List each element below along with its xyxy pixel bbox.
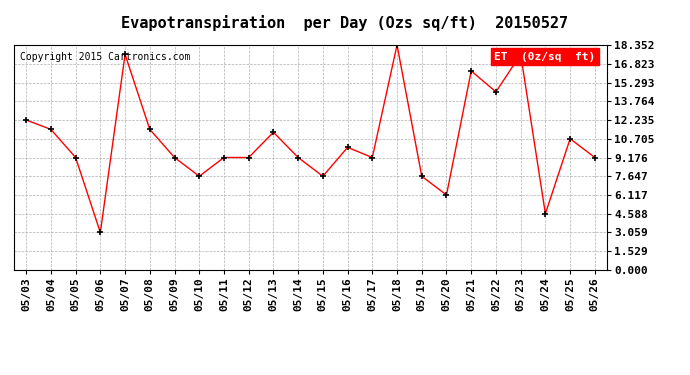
Text: Copyright 2015 Cartronics.com: Copyright 2015 Cartronics.com	[20, 52, 190, 62]
Text: Evapotranspiration  per Day (Ozs sq/ft)  20150527: Evapotranspiration per Day (Ozs sq/ft) 2…	[121, 15, 569, 31]
Text: ET  (0z/sq  ft): ET (0z/sq ft)	[494, 52, 595, 62]
